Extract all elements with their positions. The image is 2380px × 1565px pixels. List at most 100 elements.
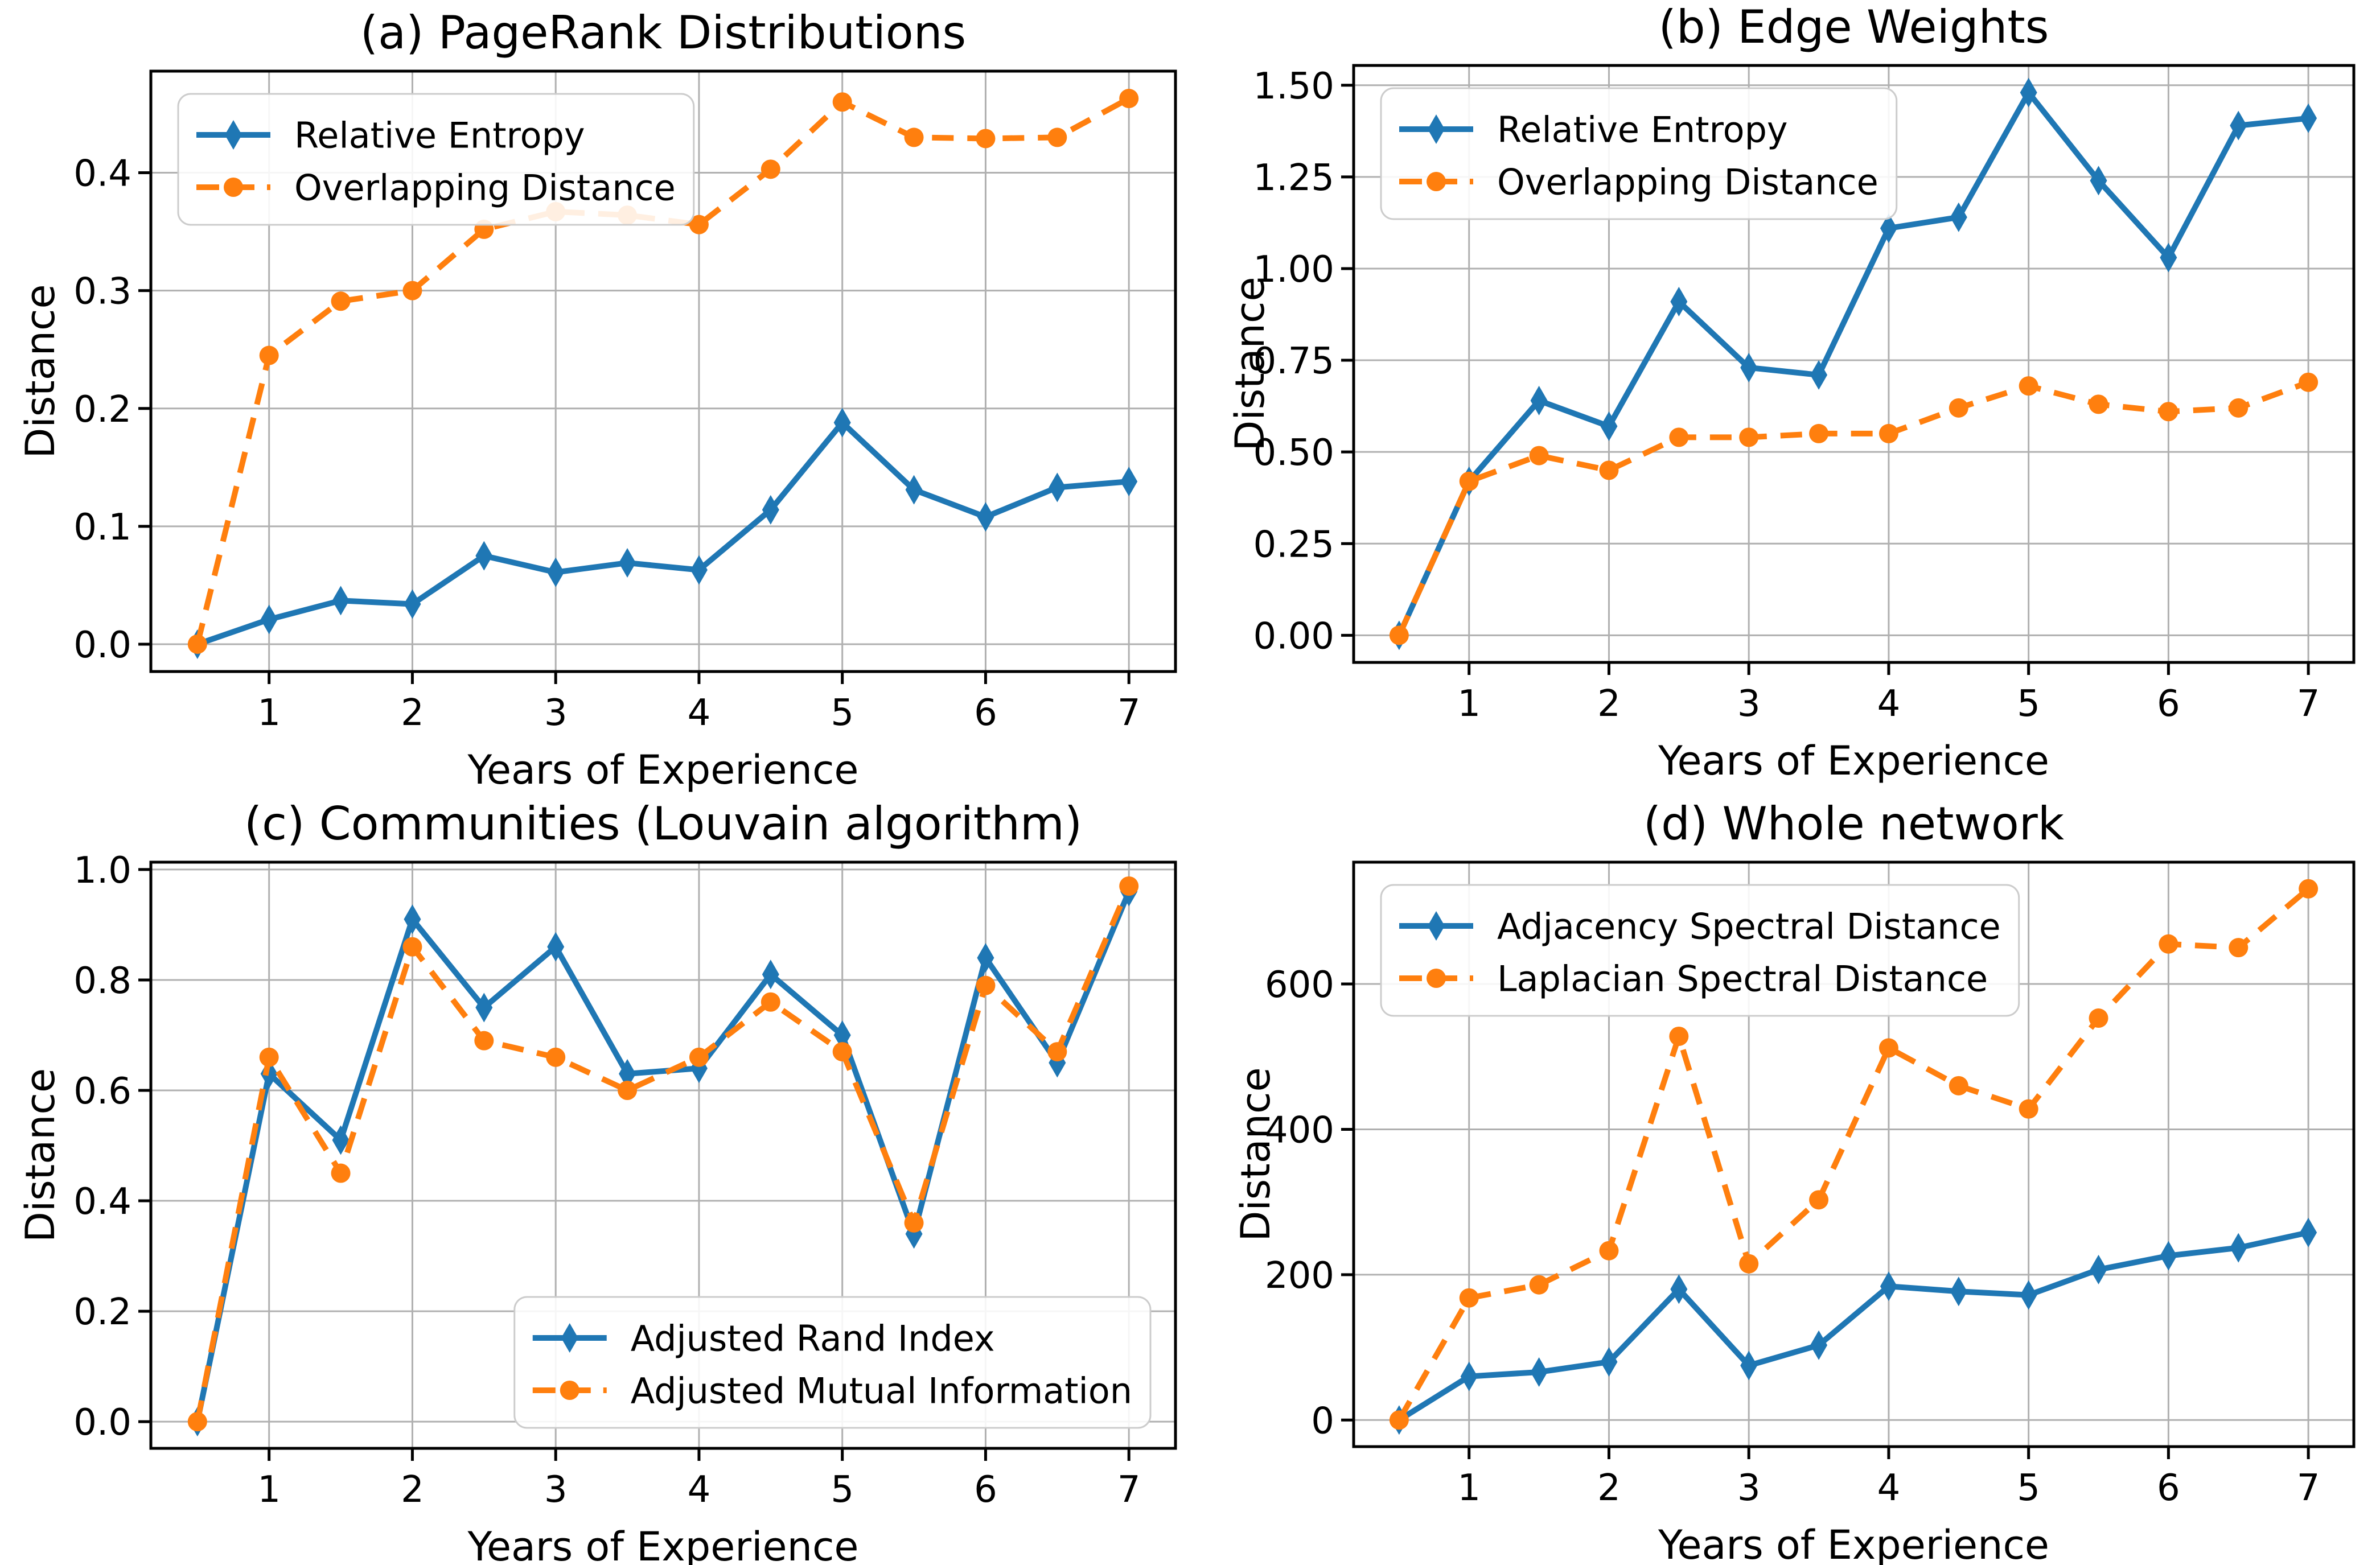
circle-marker bbox=[331, 291, 351, 311]
legend-entry: Adjacency Spectral Distance bbox=[1399, 905, 2001, 947]
ticks: 1 2 3 4 5 6 7 0 200 400 600 bbox=[1265, 964, 2320, 1509]
axes-spines bbox=[149, 860, 1177, 1450]
y-axis-label: Distance bbox=[1232, 1067, 1279, 1241]
circle-marker bbox=[2299, 372, 2319, 392]
circle-marker bbox=[187, 1412, 207, 1432]
circle-marker bbox=[1739, 427, 1759, 447]
circle-marker bbox=[474, 1031, 494, 1051]
circle-marker bbox=[2019, 1099, 2038, 1119]
legend-label: Relative Entropy bbox=[294, 114, 585, 156]
thin-diamond-marker bbox=[1950, 202, 1967, 232]
circle-marker bbox=[1427, 969, 1446, 988]
subplot-c-communities-louvain: 1 2 3 4 5 6 7 0.0 0.2 0.4 0.6 0.8 1.0 (c) Communities… bbox=[17, 797, 1177, 1565]
y-tick-label: 0.0 bbox=[73, 624, 131, 666]
x-tick-label: 1 bbox=[1457, 683, 1481, 725]
circle-marker bbox=[1669, 1026, 1689, 1046]
circle-marker bbox=[2019, 376, 2038, 396]
circle-marker bbox=[1119, 876, 1139, 896]
axes-spines bbox=[1352, 64, 2356, 664]
thin-diamond-marker bbox=[905, 475, 923, 505]
subplot-a-pagerank-distributions: 1 2 3 4 5 6 7 0.0 0.1 0.2 0.3 0.4 (a) PageRank Distr… bbox=[17, 6, 1177, 793]
thin-diamond-marker bbox=[2020, 1280, 2037, 1310]
circle-marker bbox=[1599, 1241, 1619, 1261]
x-tick-label: 3 bbox=[1737, 1467, 1761, 1509]
series-line-overlapping-distance bbox=[194, 96, 1131, 645]
thin-diamond-marker bbox=[1810, 360, 1828, 390]
circle-marker bbox=[1119, 89, 1139, 109]
series-line-overlapping-distance bbox=[1396, 380, 2309, 637]
y-tick-label: 600 bbox=[1265, 964, 1334, 1006]
y-tick-label: 0.50 bbox=[1253, 432, 1335, 474]
x-tick-label: 4 bbox=[688, 1469, 711, 1511]
series-line-laplacian-spectral-distance bbox=[1396, 886, 2311, 1422]
thin-diamond-marker bbox=[977, 502, 994, 532]
legend-label: Adjusted Rand Index bbox=[631, 1317, 995, 1359]
circle-marker bbox=[2159, 402, 2178, 422]
y-tick-label: 200 bbox=[1265, 1255, 1334, 1297]
circle-marker bbox=[904, 1213, 924, 1233]
x-tick-label: 7 bbox=[2297, 683, 2320, 725]
legend-box bbox=[1380, 87, 1898, 220]
circle-marker bbox=[1529, 446, 1549, 466]
circle-marker bbox=[2159, 934, 2178, 954]
circle-marker bbox=[761, 159, 780, 179]
circle-marker bbox=[1459, 1288, 1479, 1308]
legend-entry: Laplacian Spectral Distance bbox=[1399, 958, 1988, 999]
x-tick-label: 5 bbox=[2017, 683, 2040, 725]
thin-diamond-marker bbox=[762, 959, 779, 990]
thin-diamond-marker bbox=[2300, 1217, 2317, 1247]
legend-label: Adjacency Spectral Distance bbox=[1497, 905, 2001, 947]
x-tick-label: 6 bbox=[2157, 683, 2180, 725]
y-tick-label: 0.00 bbox=[1253, 615, 1335, 657]
y-tick-label: 1.50 bbox=[1253, 65, 1335, 108]
x-axis-label: Years of Experience bbox=[1658, 1522, 2049, 1565]
circle-marker bbox=[402, 937, 422, 957]
thin-diamond-marker bbox=[1880, 1271, 1897, 1302]
x-tick-label: 3 bbox=[544, 1469, 568, 1511]
x-tick-label: 2 bbox=[1597, 683, 1621, 725]
subplot-d-whole-network: 1 2 3 4 5 6 7 0 200 400 600 (d) Whole network Years … bbox=[1232, 797, 2356, 1565]
x-tick-label: 6 bbox=[974, 692, 997, 734]
circle-marker bbox=[2229, 938, 2249, 958]
circle-marker bbox=[2229, 398, 2249, 418]
subplot-b-edge-weights: 1 2 3 4 5 6 7 0.00 0.25 0.50 0.75 1.00 1.25 1.50 (b) E… bbox=[1227, 1, 2356, 784]
x-tick-label: 2 bbox=[401, 1469, 424, 1511]
thin-diamond-marker bbox=[547, 557, 565, 587]
legend-box bbox=[513, 1296, 1152, 1429]
circle-marker bbox=[1047, 1042, 1067, 1062]
legend-label: Relative Entropy bbox=[1497, 109, 1788, 150]
y-tick-label: 0.4 bbox=[73, 153, 131, 195]
thin-diamond-marker bbox=[225, 120, 242, 150]
axes-spines bbox=[1352, 860, 2356, 1448]
circle-marker bbox=[259, 345, 279, 365]
legend-entry: Relative Entropy bbox=[1399, 109, 1788, 150]
circle-marker bbox=[560, 1381, 579, 1400]
y-axis-label: Distance bbox=[17, 284, 64, 458]
x-tick-label: 6 bbox=[2157, 1467, 2180, 1509]
x-tick-label: 2 bbox=[1597, 1467, 1621, 1509]
circle-marker bbox=[1809, 1190, 1829, 1210]
legend: Relative Entropy Overlapping Distance bbox=[177, 93, 695, 226]
circle-marker bbox=[1878, 1038, 1898, 1058]
thin-diamond-marker bbox=[1600, 411, 1618, 442]
x-tick-label: 7 bbox=[1117, 1469, 1141, 1511]
x-tick-label: 3 bbox=[1737, 683, 1761, 725]
x-tick-label: 1 bbox=[257, 1469, 281, 1511]
thin-diamond-marker bbox=[1530, 385, 1548, 415]
circle-marker bbox=[1427, 172, 1446, 191]
circle-marker bbox=[1739, 1254, 1759, 1274]
y-tick-label: 0.2 bbox=[73, 1291, 131, 1333]
thin-diamond-marker bbox=[1428, 114, 1445, 144]
x-tick-label: 7 bbox=[1117, 692, 1141, 734]
y-tick-label: 0.6 bbox=[73, 1070, 131, 1113]
legend-entry: Adjusted Mutual Information bbox=[532, 1370, 1132, 1411]
thin-diamond-marker bbox=[619, 1059, 636, 1089]
circle-marker bbox=[618, 1080, 638, 1100]
circle-marker bbox=[689, 1047, 709, 1067]
thin-diamond-marker bbox=[1460, 1361, 1478, 1391]
circle-marker bbox=[1389, 625, 1409, 645]
circle-marker bbox=[1669, 427, 1689, 447]
thin-diamond-marker bbox=[547, 932, 565, 962]
legend-entry: Overlapping Distance bbox=[196, 167, 676, 208]
